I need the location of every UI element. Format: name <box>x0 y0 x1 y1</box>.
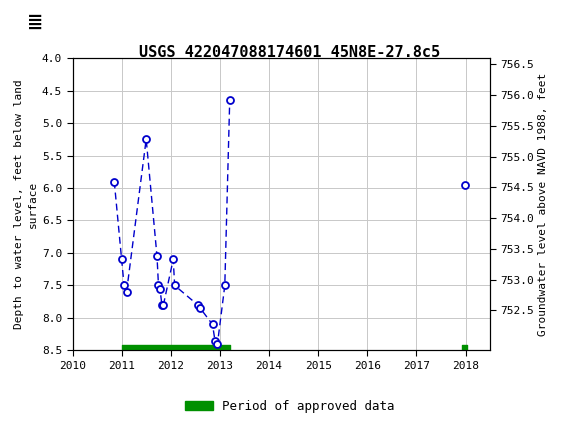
FancyBboxPatch shape <box>9 6 61 40</box>
Text: ≣: ≣ <box>27 13 43 32</box>
Text: USGS: USGS <box>68 14 123 31</box>
Y-axis label: Depth to water level, feet below land
surface: Depth to water level, feet below land su… <box>14 80 38 329</box>
Legend: Period of approved data: Period of approved data <box>180 395 400 418</box>
Y-axis label: Groundwater level above NAVD 1988, feet: Groundwater level above NAVD 1988, feet <box>538 73 549 336</box>
Text: USGS 422047088174601 45N8E-27.8c5: USGS 422047088174601 45N8E-27.8c5 <box>139 45 441 60</box>
